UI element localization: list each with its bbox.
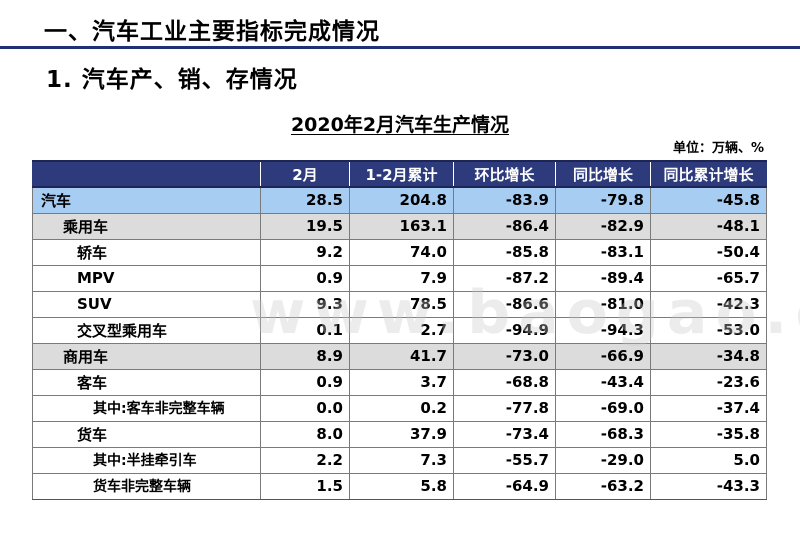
cell-cum: 37.9 (349, 420, 454, 448)
cell-mom: -55.7 (453, 446, 556, 474)
cell-mom: -73.4 (453, 420, 556, 448)
cell-mom: -64.9 (453, 472, 556, 500)
cell-yoy-cum: -50.4 (650, 238, 767, 266)
cell-feb: 0.9 (260, 368, 350, 396)
cell-mom: -85.8 (453, 238, 556, 266)
cell-yoy: -29.0 (555, 446, 651, 474)
cell-feb: 2.2 (260, 446, 350, 474)
row-label: 其中:半挂牵引车 (32, 446, 261, 474)
cell-feb: 1.5 (260, 472, 350, 500)
cell-cum: 163.1 (349, 212, 454, 240)
table-row: MPV 0.9 7.9 -87.2 -89.4 -65.7 (32, 264, 767, 292)
cell-feb: 9.3 (260, 290, 350, 318)
cell-yoy-cum: -43.3 (650, 472, 767, 500)
cell-feb: 8.0 (260, 420, 350, 448)
row-label: 交叉型乘用车 (32, 316, 261, 344)
cell-yoy: -68.3 (555, 420, 651, 448)
row-label: 轿车 (32, 238, 261, 266)
header-yoy-cumulative-growth: 同比累计增长 (650, 160, 767, 188)
row-label: SUV (32, 290, 261, 318)
cell-yoy: -82.9 (555, 212, 651, 240)
row-label: 汽车 (32, 186, 261, 214)
cell-cum: 78.5 (349, 290, 454, 318)
cell-yoy-cum: -37.4 (650, 394, 767, 422)
cell-feb: 9.2 (260, 238, 350, 266)
table-header-row: 2月 1-2月累计 环比增长 同比增长 同比累计增长 (32, 160, 767, 188)
cell-yoy-cum: -45.8 (650, 186, 767, 214)
cell-yoy-cum: -23.6 (650, 368, 767, 396)
row-label: 其中:客车非完整车辆 (32, 394, 261, 422)
table-row: 货车非完整车辆 1.5 5.8 -64.9 -63.2 -43.3 (32, 472, 767, 500)
cell-yoy-cum: -35.8 (650, 420, 767, 448)
header-yoy-growth: 同比增长 (555, 160, 651, 188)
title-divider (0, 46, 800, 49)
cell-mom: -87.2 (453, 264, 556, 292)
cell-cum: 74.0 (349, 238, 454, 266)
cell-cum: 7.9 (349, 264, 454, 292)
cell-yoy: -66.9 (555, 342, 651, 370)
table-row: 商用车 8.9 41.7 -73.0 -66.9 -34.8 (32, 342, 767, 370)
cell-cum: 5.8 (349, 472, 454, 500)
cell-yoy-cum: -34.8 (650, 342, 767, 370)
cell-yoy-cum: -48.1 (650, 212, 767, 240)
row-label: 客车 (32, 368, 261, 396)
cell-cum: 2.7 (349, 316, 454, 344)
cell-feb: 0.1 (260, 316, 350, 344)
row-label: 乘用车 (32, 212, 261, 240)
cell-yoy-cum: -53.0 (650, 316, 767, 344)
cell-yoy-cum: -42.3 (650, 290, 767, 318)
table-row: 汽车 28.5 204.8 -83.9 -79.8 -45.8 (32, 186, 767, 214)
cell-yoy-cum: 5.0 (650, 446, 767, 474)
header-cumulative: 1-2月累计 (349, 160, 454, 188)
header-feb: 2月 (260, 160, 350, 188)
table-row: 其中:客车非完整车辆 0.0 0.2 -77.8 -69.0 -37.4 (32, 394, 767, 422)
table-row: 乘用车 19.5 163.1 -86.4 -82.9 -48.1 (32, 212, 767, 240)
cell-cum: 0.2 (349, 394, 454, 422)
table-title: 2020年2月汽车生产情况 (290, 114, 510, 136)
cell-mom: -68.8 (453, 368, 556, 396)
table-row: SUV 9.3 78.5 -86.6 -81.0 -42.3 (32, 290, 767, 318)
cell-cum: 3.7 (349, 368, 454, 396)
cell-yoy-cum: -65.7 (650, 264, 767, 292)
cell-yoy: -94.3 (555, 316, 651, 344)
cell-mom: -86.4 (453, 212, 556, 240)
cell-mom: -86.6 (453, 290, 556, 318)
cell-mom: -77.8 (453, 394, 556, 422)
cell-feb: 0.9 (260, 264, 350, 292)
cell-yoy: -69.0 (555, 394, 651, 422)
cell-yoy: -79.8 (555, 186, 651, 214)
cell-yoy: -63.2 (555, 472, 651, 500)
section-title: 1. 汽车产、销、存情况 (46, 67, 298, 93)
table-row: 货车 8.0 37.9 -73.4 -68.3 -35.8 (32, 420, 767, 448)
cell-cum: 7.3 (349, 446, 454, 474)
cell-mom: -83.9 (453, 186, 556, 214)
production-table: 2月 1-2月累计 环比增长 同比增长 同比累计增长 汽车 28.5 204.8 -8… (32, 160, 767, 500)
header-category (32, 160, 261, 188)
cell-yoy: -81.0 (555, 290, 651, 318)
table-row: 其中:半挂牵引车 2.2 7.3 -55.7 -29.0 5.0 (32, 446, 767, 474)
cell-mom: -94.9 (453, 316, 556, 344)
row-label: 货车 (32, 420, 261, 448)
table-row: 交叉型乘用车 0.1 2.7 -94.9 -94.3 -53.0 (32, 316, 767, 344)
cell-feb: 8.9 (260, 342, 350, 370)
cell-cum: 41.7 (349, 342, 454, 370)
cell-feb: 0.0 (260, 394, 350, 422)
page-title: 一、汽车工业主要指标完成情况 (44, 19, 380, 45)
cell-yoy: -43.4 (555, 368, 651, 396)
table-row: 客车 0.9 3.7 -68.8 -43.4 -23.6 (32, 368, 767, 396)
row-label: MPV (32, 264, 261, 292)
table-body: 汽车 28.5 204.8 -83.9 -79.8 -45.8 乘用车 19.5 163.1 -8… (32, 186, 767, 500)
cell-feb: 28.5 (260, 186, 350, 214)
row-label: 商用车 (32, 342, 261, 370)
cell-yoy: -83.1 (555, 238, 651, 266)
header-mom-growth: 环比增长 (453, 160, 556, 188)
row-label: 货车非完整车辆 (32, 472, 261, 500)
table-row: 轿车 9.2 74.0 -85.8 -83.1 -50.4 (32, 238, 767, 266)
cell-cum: 204.8 (349, 186, 454, 214)
table-title-wrap: 2020年2月汽车生产情况 (0, 110, 800, 137)
cell-yoy: -89.4 (555, 264, 651, 292)
cell-mom: -73.0 (453, 342, 556, 370)
cell-feb: 19.5 (260, 212, 350, 240)
unit-label: 单位：万辆、% (672, 141, 764, 156)
